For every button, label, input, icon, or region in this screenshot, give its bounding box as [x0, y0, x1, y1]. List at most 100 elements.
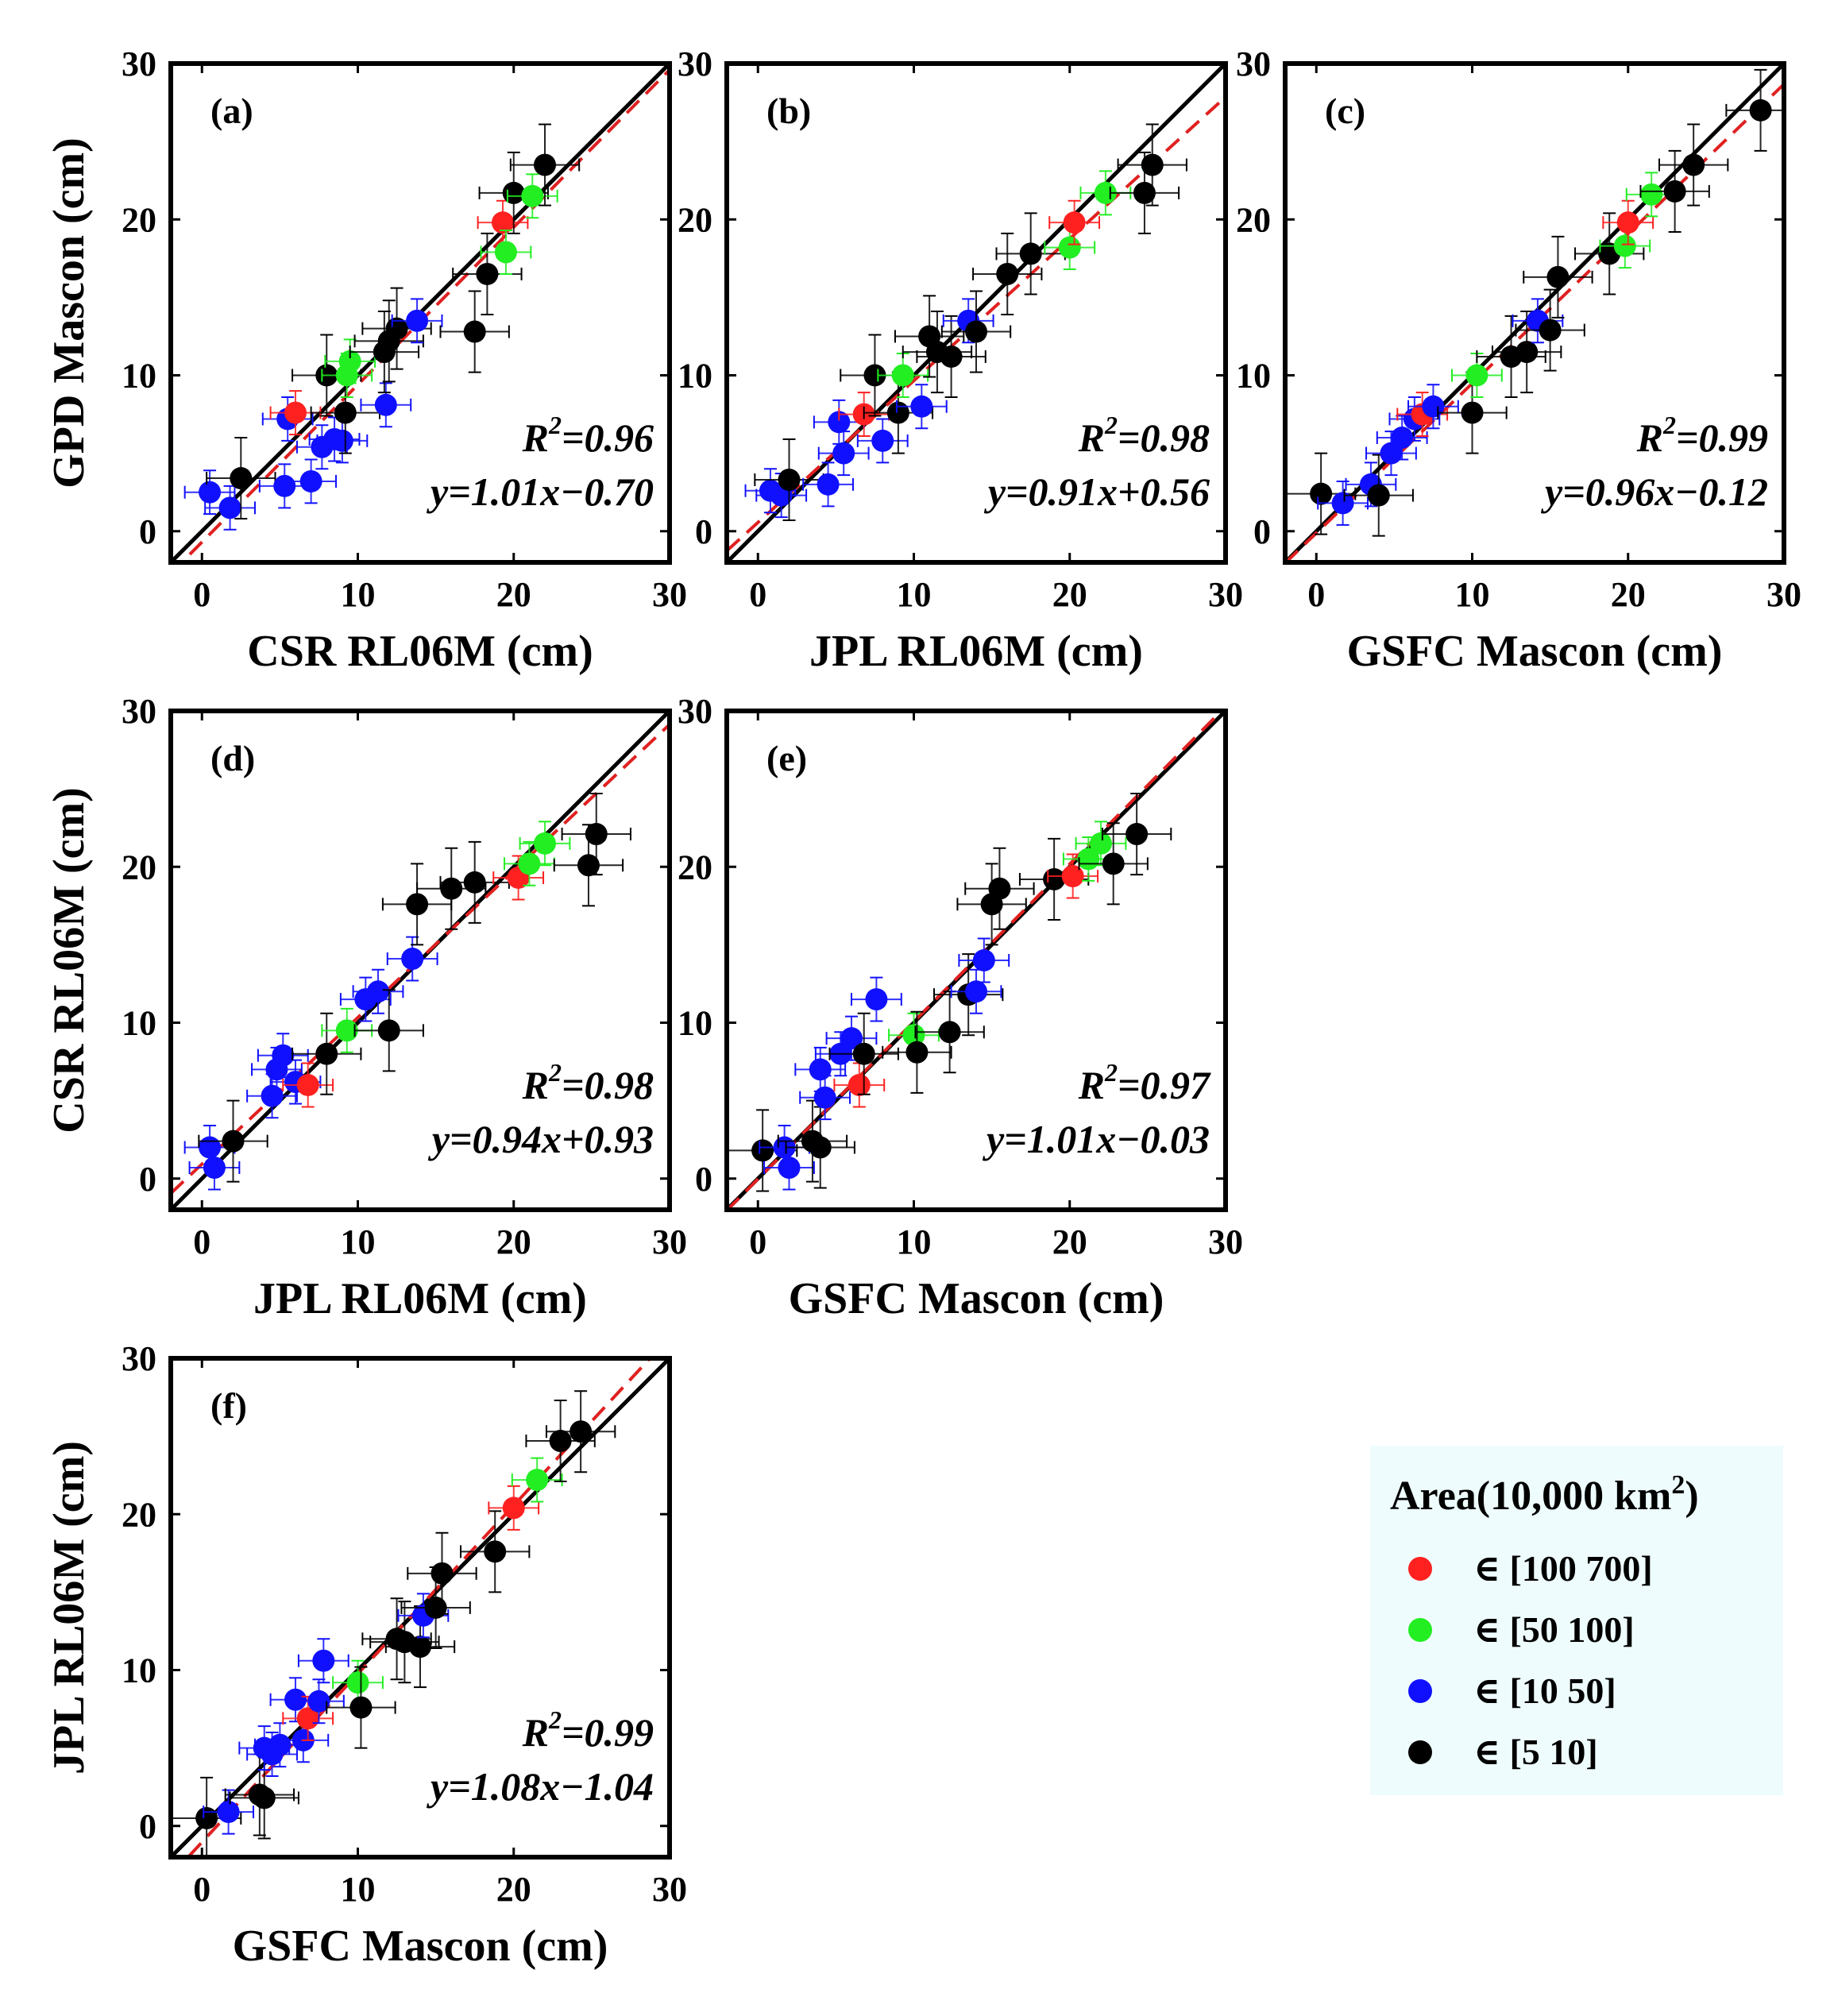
plot-area — [171, 1358, 670, 1857]
panel-label: (f) — [210, 1385, 247, 1426]
data-point-blue — [1422, 395, 1445, 418]
y-tick-label: 10 — [122, 1004, 156, 1043]
data-point-blue — [299, 469, 322, 492]
panel-label: (c) — [1325, 91, 1365, 131]
data-point-blue — [401, 948, 424, 971]
x-tick-label: 20 — [1052, 575, 1087, 614]
panel-frame — [168, 709, 672, 1212]
x-tick-label: 0 — [749, 575, 766, 614]
data-point-red — [296, 1074, 319, 1096]
data-point-blue — [218, 496, 241, 519]
data-point-green — [521, 184, 544, 207]
data-point-black — [1102, 852, 1125, 875]
y-tick-label: 20 — [678, 848, 712, 886]
fit-line — [171, 723, 670, 1195]
panel-e: 00 10 10 20 20 30 30 (e) R2=0.97 y=1.01x−0.03 GSFC… — [678, 692, 1243, 1323]
data-point-black — [809, 1136, 832, 1159]
data-point-black — [431, 1562, 454, 1585]
panel-frame — [724, 61, 1228, 565]
data-point-black — [852, 1042, 875, 1065]
data-point-black — [315, 1042, 338, 1065]
panel-label: (b) — [766, 91, 811, 131]
plot-area — [727, 64, 1226, 562]
r2-annotation: R2=0.98 — [522, 1058, 654, 1107]
x-axis-label: JPL RL06M (cm) — [809, 627, 1143, 676]
data-point-black — [463, 320, 486, 343]
plot-area — [1285, 64, 1784, 562]
y-tick-label: 0 — [695, 1160, 712, 1199]
data-point-black — [230, 467, 253, 490]
y-axis-label: JPL RL06M (cm) — [44, 1441, 94, 1775]
panel-label: (d) — [210, 738, 255, 778]
panel-frame — [724, 709, 1228, 1212]
y-axis-label: CSR RL06M (cm) — [44, 787, 94, 1133]
legend-entry-green: ∈ [50 100] — [1408, 1609, 1635, 1650]
data-point-red — [1063, 211, 1086, 234]
data-point-black — [409, 1636, 431, 1659]
panel-d: 00 10 10 20 20 30 30 (d) R2=0.98 y=0.94x+0.93 JPL … — [44, 692, 687, 1323]
data-point-black — [577, 854, 600, 877]
data-point-black — [1461, 401, 1484, 424]
r2-annotation: R2=0.96 — [522, 411, 654, 460]
r2-annotation: R2=0.99 — [1636, 411, 1768, 460]
legend-background — [1370, 1446, 1783, 1795]
data-point-black — [502, 181, 525, 204]
data-point-black — [1749, 98, 1772, 122]
plot-area — [171, 64, 670, 562]
y-tick-label: 30 — [122, 692, 156, 731]
r2-annotation: R2=0.97 — [1078, 1058, 1211, 1107]
y-tick-label: 10 — [678, 357, 712, 396]
fit-equation: y=1.08x−1.04 — [427, 1764, 654, 1809]
data-point-black — [1019, 242, 1042, 265]
data-point-black — [996, 262, 1019, 285]
data-point-blue — [1391, 427, 1414, 449]
fit-equation: y=0.94x+0.93 — [428, 1117, 654, 1161]
data-point-blue — [199, 481, 222, 504]
legend-marker-black — [1408, 1740, 1432, 1764]
x-tick-label: 30 — [652, 1222, 687, 1261]
data-point-green — [1077, 848, 1100, 871]
panel-a: 00 10 10 20 20 30 30 (a) R2=0.96 y=1.01x−0.70 CSR … — [44, 44, 687, 676]
y-tick-label: 20 — [122, 848, 156, 886]
data-point-black — [1539, 319, 1562, 342]
legend-label-black: ∈ [5 10] — [1473, 1732, 1598, 1772]
x-tick-label: 0 — [193, 1222, 210, 1261]
y-tick-label: 30 — [678, 692, 712, 731]
x-tick-label: 30 — [1766, 575, 1801, 614]
x-tick-label: 0 — [193, 1870, 210, 1909]
data-point-blue — [809, 1058, 832, 1081]
y-tick-label: 0 — [139, 1807, 156, 1846]
data-point-black — [1125, 823, 1149, 846]
data-point-black — [406, 893, 429, 916]
y-tick-label: 30 — [122, 1339, 156, 1378]
data-point-red — [492, 211, 515, 234]
y-tick-label: 30 — [122, 44, 156, 83]
data-point-blue — [965, 980, 987, 1003]
data-point-green — [526, 1469, 549, 1492]
y-tick-label: 20 — [1236, 200, 1271, 239]
data-point-black — [349, 1696, 373, 1719]
y-tick-label: 10 — [122, 1651, 156, 1690]
data-point-green — [1094, 181, 1117, 204]
y-tick-label: 0 — [1253, 512, 1271, 551]
data-point-black — [534, 153, 556, 176]
panel-frame — [168, 1356, 672, 1860]
x-tick-label: 30 — [652, 1870, 687, 1909]
legend-title: Area(10,000 km2) — [1390, 1470, 1699, 1519]
y-tick-label: 10 — [122, 357, 156, 396]
data-point-black — [1310, 482, 1333, 505]
legend: Area(10,000 km2) ∈ [100 700] ∈ [50 100] … — [1370, 1446, 1783, 1795]
data-point-blue — [813, 1086, 836, 1109]
data-point-black — [778, 468, 801, 491]
fit-equation: y=0.96x−0.12 — [1541, 469, 1768, 514]
data-point-green — [494, 241, 517, 264]
data-point-blue — [330, 429, 353, 452]
data-point-black — [1546, 265, 1570, 288]
data-point-red — [502, 1497, 525, 1520]
data-point-green — [1090, 832, 1112, 855]
x-tick-label: 20 — [1052, 1222, 1087, 1261]
x-tick-label: 10 — [341, 1222, 376, 1261]
legend-entry-black: ∈ [5 10] — [1408, 1732, 1598, 1772]
data-point-black — [424, 1597, 447, 1619]
data-point-blue — [910, 395, 933, 418]
